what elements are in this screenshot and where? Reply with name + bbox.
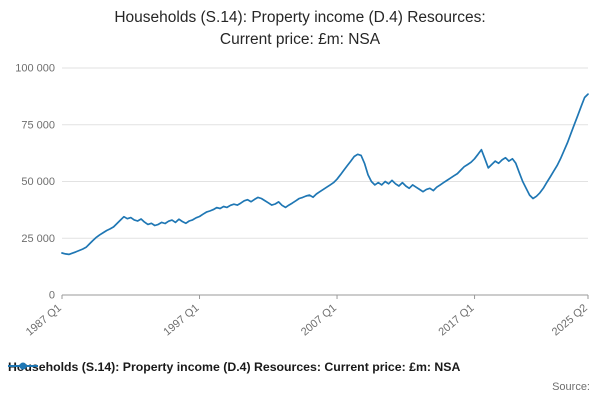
x-axis-tick-label: 2025 Q2 <box>550 302 590 338</box>
x-axis-tick-label: 1997 Q1 <box>161 302 201 338</box>
legend-line-marker-icon <box>8 362 38 370</box>
chart-title-line-1: Households (S.14): Property income (D.4)… <box>114 9 486 26</box>
y-axis-tick-label: 25 000 <box>21 233 55 245</box>
series-line-households-property-income[interactable] <box>61 93 589 256</box>
x-axis-tick-label: 2017 Q1 <box>436 302 476 338</box>
x-axis-tick-label: 2007 Q1 <box>299 302 339 338</box>
legend-item[interactable]: Households (S.14): Property income (D.4)… <box>8 360 460 374</box>
y-axis-tick-label: 100 000 <box>15 63 55 75</box>
y-axis-tick-label: 0 <box>49 290 55 302</box>
y-axis-tick-label: 75 000 <box>21 119 55 131</box>
chart-title-line-2: Current price: £m: NSA <box>219 30 381 48</box>
source-label: Source: <box>552 381 590 393</box>
y-axis-tick-label: 50 000 <box>21 176 55 188</box>
chart-title: Households (S.14): Property income (D.4)… <box>0 7 600 50</box>
legend-label: Households (S.14): Property income (D.4)… <box>8 360 461 374</box>
x-axis-tick-label: 1987 Q1 <box>24 302 64 338</box>
